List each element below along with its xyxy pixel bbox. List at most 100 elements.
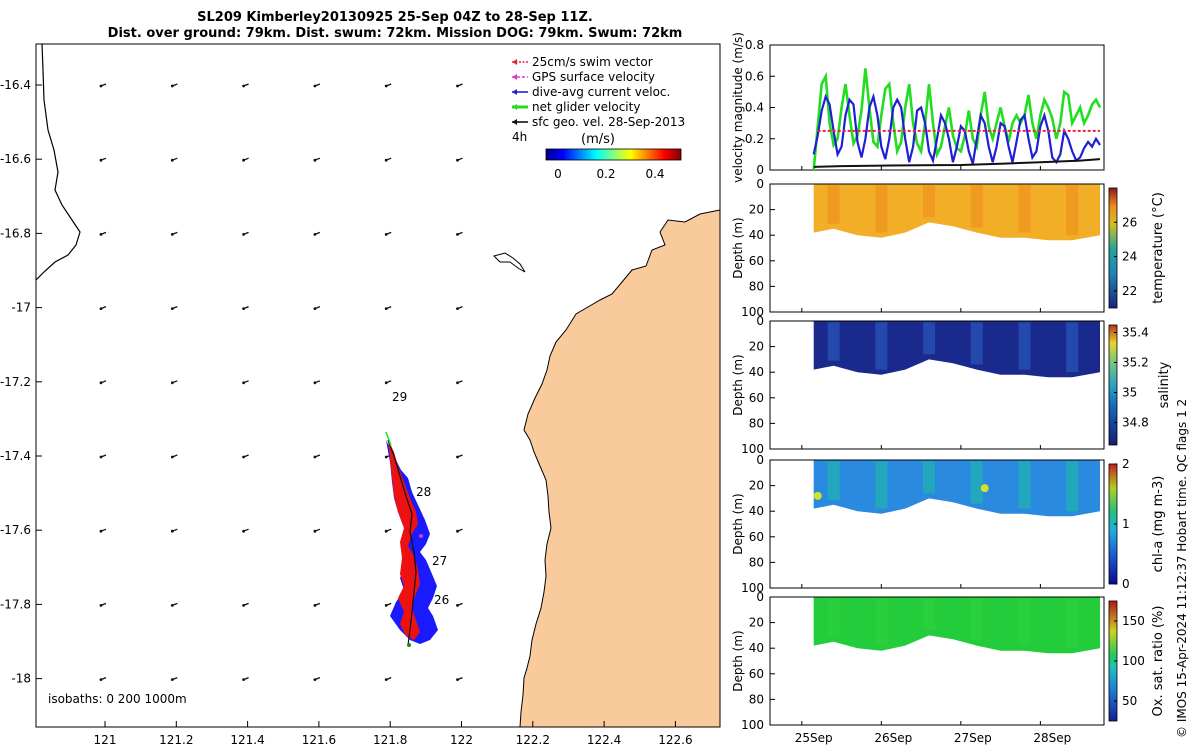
map-y-tick-label: -17.8 — [0, 597, 31, 611]
chlorophyll-high-value-patch — [813, 491, 822, 500]
track-day-label: 28 — [416, 485, 431, 499]
oxygen-x-tick-label: 28Sep — [1033, 731, 1071, 745]
island — [493, 252, 526, 273]
oxygen-y-tick-label: 60 — [749, 667, 764, 681]
map-y-axis: -16.4 -16.6 -16.8 -17 -17.2 -17.4 -17.6 -17.8 -1… — [0, 78, 42, 686]
time-scale-label: 4h — [512, 130, 527, 144]
map-x-tick-label: 121.2 — [159, 733, 193, 747]
geo-velocity-arrowhead — [170, 381, 174, 385]
legend-arrowhead-geo — [512, 119, 517, 125]
geo-velocity-arrowhead — [313, 158, 317, 162]
chlorophyll-y-tick-label: 40 — [749, 504, 764, 518]
geo-velocity-arrowhead — [242, 678, 246, 681]
chlorophyll-y-tick-label: 100 — [741, 581, 764, 595]
geo-velocity-arrowhead — [99, 158, 103, 162]
legend-label-swim: 25cm/s swim vector — [532, 55, 653, 69]
geo-velocity-arrowhead — [242, 233, 246, 236]
salinity-y-axis-label: Depth (m) — [731, 354, 745, 415]
map-x-tick-label: 121.4 — [230, 733, 264, 747]
legend-label-glider: net glider velocity — [532, 100, 640, 114]
colorbar-units-label: (m/s) — [581, 132, 615, 147]
chlorophyll-data-streak — [875, 461, 888, 509]
speed-colorbar-ticks: 0 0.2 0.4 — [554, 167, 664, 181]
salinity-data-streak — [1066, 322, 1079, 373]
temperature-colorbar-label: temperature (°C) — [1151, 192, 1166, 304]
velocity-y-tick-label: 0.4 — [745, 101, 764, 115]
geo-velocity-arrowhead — [242, 604, 246, 607]
legend-arrowhead-gps — [512, 74, 517, 80]
chlorophyll-y-tick-label: 80 — [749, 555, 764, 569]
oxygen-data-streak — [1066, 598, 1079, 649]
salinity-data-streak — [875, 322, 888, 370]
velocity-y-axis-label: velocity magnitude (m/s) — [731, 32, 745, 183]
land-mass — [519, 209, 720, 727]
geo-velocity-arrowhead — [384, 307, 388, 310]
chlorophyll-high-value-patch — [980, 484, 989, 493]
geo-velocity-arrowhead — [313, 84, 317, 88]
velocity-series-glider — [812, 68, 1102, 171]
speed-colorbar — [545, 148, 682, 161]
chlorophyll-colorbar-tick-label: 0 — [1122, 577, 1130, 591]
salinity-y-tick-label: 80 — [749, 416, 764, 430]
map-axes-frame — [35, 43, 721, 728]
geo-velocity-arrowhead — [313, 307, 317, 310]
temperature-y-tick-label: 100 — [741, 305, 764, 319]
track-day-label: 27 — [432, 554, 447, 568]
map-x-tick-label: 121.8 — [373, 733, 407, 747]
figure-title-line2: Dist. over ground: 79km. Dist. swum: 72k… — [107, 26, 683, 41]
temperature-y-tick-label: 40 — [749, 228, 764, 242]
geo-velocity-arrowhead — [384, 233, 388, 236]
salinity-colorbar-tick-label: 35.4 — [1122, 326, 1149, 340]
geo-velocity-arrowhead — [242, 381, 246, 385]
temperature-y-tick-label: 20 — [749, 203, 764, 217]
track-day-label: 29 — [392, 390, 407, 404]
temperature-data-field — [813, 184, 1100, 241]
oxygen-x-tick-label: 27Sep — [954, 731, 992, 745]
figure-title-line1: SL209 Kimberley20130925 25-Sep 04Z to 28… — [197, 10, 593, 25]
speed-colorbar-tick: 0.2 — [596, 167, 615, 181]
oxygen-y-axis-label: Depth (m) — [731, 630, 745, 691]
velocity-y-tick-label: 0.2 — [745, 132, 764, 146]
map-y-tick-label: -17.4 — [0, 449, 31, 463]
geo-velocity-arrowhead — [99, 84, 103, 88]
geo-velocity-arrowhead — [242, 84, 246, 88]
geo-velocity-arrowhead — [313, 381, 317, 385]
oxygen-data-field — [813, 597, 1100, 654]
chlorophyll-y-tick-label: 0 — [756, 453, 764, 467]
geo-velocity-arrowhead — [384, 158, 388, 162]
map-x-tick-label: 122.6 — [658, 733, 692, 747]
chlorophyll-data-streak — [1018, 461, 1031, 509]
oxygen-panel: 0 20 40 60 80 100 Depth (m) 50 100 150 Ox. sat. ra… — [731, 590, 1166, 745]
chlorophyll-panel: 0 20 40 60 80 100 Depth (m) 0 1 2 chl-a (mg m-3) — [731, 453, 1166, 595]
imos-credit: © IMOS 15-Apr-2024 11:12:37 Hobart time.… — [1175, 399, 1189, 738]
geo-velocity-arrowhead — [456, 678, 459, 681]
temperature-data-streak — [923, 185, 936, 218]
oxygen-y-tick-label: 20 — [749, 616, 764, 630]
salinity-colorbar-tick-label: 35.2 — [1122, 356, 1149, 370]
geo-velocity-arrowhead — [456, 307, 459, 310]
oxygen-y-tick-label: 0 — [756, 590, 764, 604]
geo-velocity-arrowhead — [99, 381, 103, 385]
geo-velocity-arrowhead — [170, 307, 174, 310]
geo-velocity-arrowhead — [170, 158, 174, 162]
geo-velocity-arrowhead — [313, 678, 317, 681]
salinity-data-streak — [827, 322, 840, 361]
salinity-data-streak — [1018, 322, 1031, 370]
geo-velocity-arrowhead — [170, 529, 174, 533]
geo-velocity-arrowhead — [170, 678, 174, 681]
map-y-tick-label: -16.4 — [0, 78, 31, 92]
geo-velocity-arrowhead — [99, 604, 103, 607]
oxygen-data-streak — [1018, 598, 1031, 646]
geo-velocity-arrowhead — [99, 307, 103, 310]
geo-velocity-arrowhead — [384, 678, 388, 681]
geo-velocity-arrowhead — [456, 233, 459, 236]
geo-velocity-arrowhead — [242, 158, 246, 162]
geo-velocity-arrowhead — [170, 455, 174, 459]
temperature-colorbar-tick-label: 22 — [1122, 284, 1137, 298]
net-glider-velocity-segment — [385, 431, 392, 447]
map-x-tick-label: 121.6 — [302, 733, 336, 747]
velocity-series-geo — [813, 158, 1101, 168]
chlorophyll-colorbar-label: chl-a (mg m-3) — [1151, 476, 1166, 573]
